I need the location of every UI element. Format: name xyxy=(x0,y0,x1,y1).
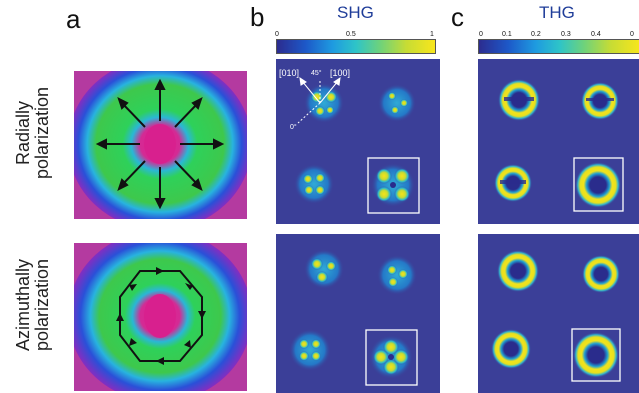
thg-tick-5: 0 xyxy=(630,31,634,38)
thg-tick-2: 0.2 xyxy=(531,31,541,38)
row-label-azimuthal: Azimuthally polarization xyxy=(13,258,52,352)
shg-title: SHG xyxy=(337,3,374,22)
thg-tick-1: 0.1 xyxy=(502,31,512,38)
shg-tick-0: 0 xyxy=(275,31,279,38)
thg-radial-panel xyxy=(478,59,639,224)
shg-tick-1: 0.5 xyxy=(346,31,356,38)
panel-label-b: b xyxy=(250,2,265,32)
azimuthal-beam-image xyxy=(74,243,247,391)
thg-tick-3: 0.3 xyxy=(561,31,571,38)
shg-radial-panel: [010] [100] 45° 0° xyxy=(276,59,440,224)
shg-azimuthal-panel xyxy=(276,234,440,393)
radial-beam-image xyxy=(74,71,247,219)
thg-azimuthal-panel xyxy=(478,234,639,393)
thg-colorbar xyxy=(478,39,639,54)
row-label-radial: Radially polarization xyxy=(13,86,52,180)
shg-tick-2: 1 xyxy=(430,31,434,38)
thg-tick-4: 0.4 xyxy=(591,31,601,38)
angle-label: 45° xyxy=(311,69,322,77)
panel-label-a: a xyxy=(66,4,81,34)
shg-colorbar xyxy=(276,39,436,54)
thg-title: THG xyxy=(539,3,575,22)
zero-angle-label: 0° xyxy=(290,123,297,131)
thg-tick-0: 0 xyxy=(479,31,483,38)
panel-label-c: c xyxy=(451,2,464,32)
axis-010-label: [010] xyxy=(279,68,299,78)
axis-100-label: [100] xyxy=(330,68,350,78)
